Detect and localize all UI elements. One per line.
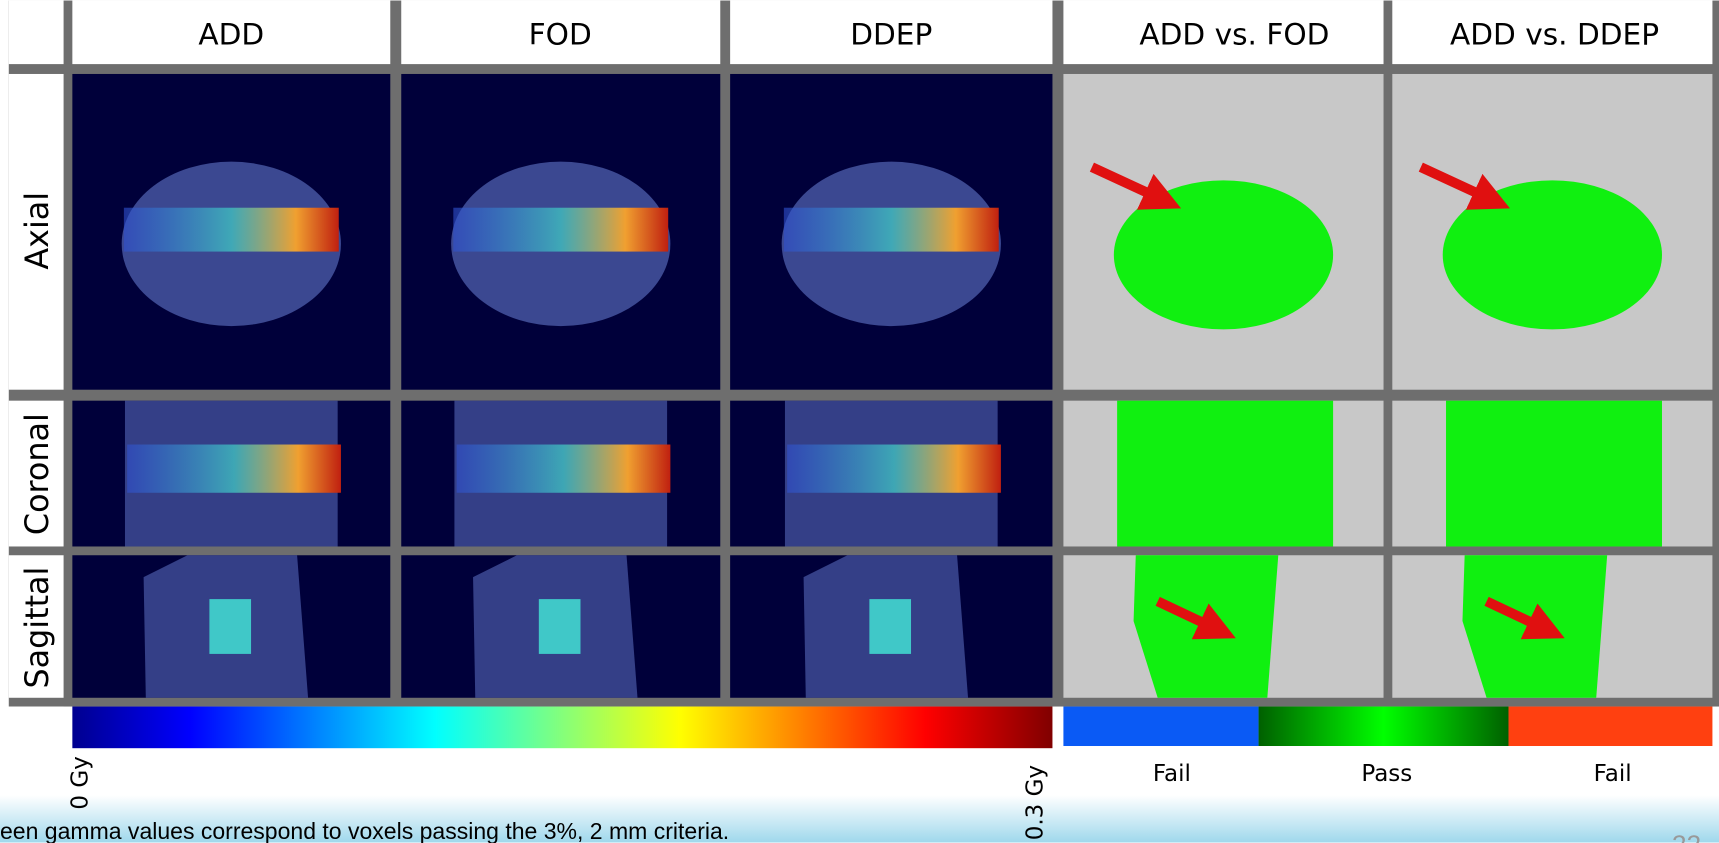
row-label: Coronal: [19, 413, 56, 535]
dose-band: [784, 208, 999, 252]
column-header: FOD: [529, 17, 592, 51]
pass-region: [1443, 180, 1662, 329]
column-header: ADD vs. DDEP: [1450, 17, 1659, 51]
caption: een gamma values correspond to voxels pa…: [0, 818, 729, 843]
column-header: ADD: [198, 17, 264, 51]
column-header: ADD vs. FOD: [1139, 17, 1329, 51]
slide: ADD FOD DDEP ADD vs. FOD ADD vs. DDEP Ax…: [0, 0, 1719, 843]
gamma-bar-fail-low: [1063, 707, 1258, 746]
pass-region: [1446, 401, 1662, 547]
dose-band: [453, 208, 668, 252]
row-label: Axial: [19, 192, 56, 270]
dose-spot: [539, 599, 581, 654]
colorbar-max: 0.3 Gy: [1023, 765, 1049, 840]
dose-band: [127, 445, 341, 493]
dose-band: [787, 445, 1001, 493]
colorbar-min: 0 Gy: [68, 756, 94, 809]
gamma-label: Fail: [1594, 761, 1632, 787]
gamma-label: Pass: [1361, 761, 1412, 787]
gamma-bar-pass: [1259, 707, 1509, 746]
dose-band: [124, 208, 339, 252]
dose-colorbar: [72, 707, 1052, 749]
row-label: Sagittal: [19, 567, 56, 689]
dose-spot: [869, 599, 911, 654]
dose-band: [457, 445, 671, 493]
column-header: DDEP: [850, 17, 932, 51]
page-number: 22: [1672, 829, 1701, 843]
pass-region: [1117, 401, 1333, 547]
gamma-bar-fail-high: [1509, 707, 1713, 746]
gamma-label: Fail: [1153, 761, 1191, 787]
pass-region: [1114, 180, 1333, 329]
page: ADD FOD DDEP ADD vs. FOD ADD vs. DDEP Ax…: [0, 0, 1719, 843]
colorbar-cell: [9, 707, 64, 749]
header-cell: [9, 1, 64, 65]
dose-spot: [209, 599, 251, 654]
